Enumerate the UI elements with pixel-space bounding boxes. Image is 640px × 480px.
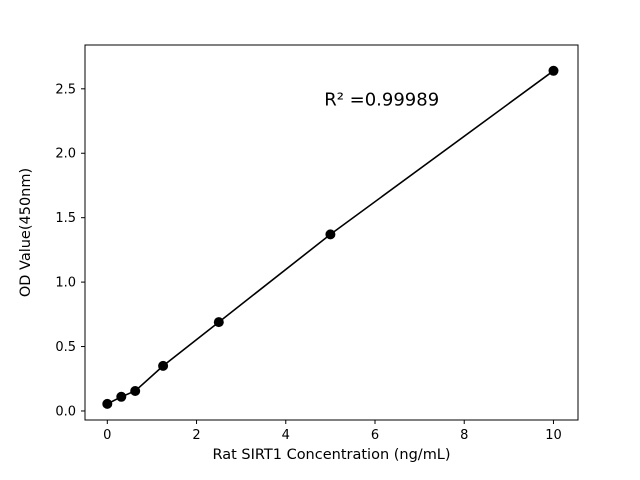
y-tick-label: 0.0 [55,404,76,419]
data-point [116,391,127,402]
data-point [325,229,336,240]
x-tick-label: 8 [460,428,468,443]
axis-ticks: 0 2 4 6 8 10 0.0 0.5 1.0 1.5 2.0 2.5 [55,82,561,443]
data-series [102,65,559,409]
x-tick-label: 4 [282,428,290,443]
x-tick-label: 0 [103,428,111,443]
r-squared-annotation: R² =0.99989 [324,90,439,111]
data-point [130,386,141,396]
x-axis-label: Rat SIRT1 Concentration (ng/mL) [212,447,450,463]
y-tick-label: 0.5 [55,340,76,355]
data-point [213,317,224,328]
y-tick-label: 1.0 [55,276,76,291]
data-point [102,398,113,409]
y-axis-label: OD Value(450nm) [18,168,34,297]
y-tick-label: 2.0 [55,147,76,162]
plot-area [84,44,579,421]
x-tick-label: 10 [545,428,562,443]
x-tick-label: 6 [371,428,379,443]
y-tick-label: 2.5 [55,82,76,97]
data-point [158,360,169,371]
data-point [548,65,559,76]
y-tick-label: 1.5 [55,211,76,226]
x-tick-label: 2 [192,428,200,443]
